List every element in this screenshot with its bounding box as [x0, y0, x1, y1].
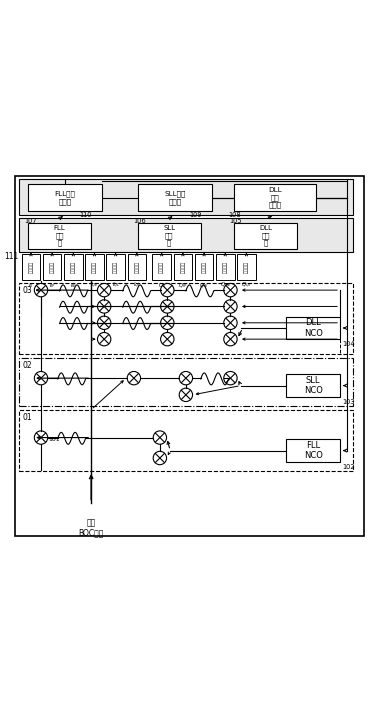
FancyBboxPatch shape: [19, 219, 353, 252]
Text: 101: 101: [49, 437, 60, 442]
Text: 积分清零: 积分清零: [29, 261, 33, 273]
Text: SLL
NCO: SLL NCO: [304, 376, 323, 395]
Text: FLL环路
滤波器: FLL环路 滤波器: [55, 190, 76, 205]
Text: $Q_{IE}$: $Q_{IE}$: [199, 281, 209, 290]
Text: $I_{QL}$: $I_{QL}$: [112, 281, 120, 290]
Text: 109: 109: [189, 212, 202, 218]
FancyBboxPatch shape: [28, 223, 91, 249]
Text: 111: 111: [4, 252, 18, 261]
FancyBboxPatch shape: [195, 254, 213, 280]
FancyBboxPatch shape: [127, 254, 146, 280]
Text: 积分清零: 积分清零: [244, 261, 249, 273]
Text: DLL
NCO: DLL NCO: [304, 319, 323, 338]
Text: DLL
鉴相
器: DLL 鉴相 器: [259, 225, 272, 246]
Text: 110: 110: [79, 212, 92, 218]
Text: FLL
NCO: FLL NCO: [304, 441, 323, 460]
FancyBboxPatch shape: [15, 176, 364, 536]
FancyBboxPatch shape: [234, 223, 297, 249]
FancyBboxPatch shape: [286, 317, 340, 339]
FancyBboxPatch shape: [216, 254, 235, 280]
Text: 积分清零: 积分清零: [113, 261, 118, 273]
Text: 03: 03: [23, 287, 32, 295]
FancyBboxPatch shape: [152, 254, 171, 280]
Text: $I_{QE}$: $I_{QE}$: [90, 281, 99, 290]
Text: 积分清零: 积分清零: [159, 261, 164, 273]
Text: $I_{QI}$: $I_{QI}$: [133, 281, 141, 290]
Text: $Q_{QI}$: $Q_{QI}$: [241, 281, 252, 290]
Text: $I_{IP}$: $I_{IP}$: [49, 281, 56, 290]
Text: SLL
鉴相
器: SLL 鉴相 器: [163, 225, 175, 246]
Text: 积分清零: 积分清零: [202, 261, 206, 273]
FancyBboxPatch shape: [174, 254, 192, 280]
Text: 积分清零: 积分清零: [92, 261, 97, 273]
Text: 积分清零: 积分清零: [180, 261, 185, 273]
FancyBboxPatch shape: [28, 184, 102, 211]
Text: $I_{II}$: $I_{II}$: [28, 281, 34, 290]
FancyBboxPatch shape: [286, 440, 340, 462]
Text: 102: 102: [342, 464, 355, 469]
Text: $I_{IE}$: $I_{IE}$: [70, 281, 77, 290]
FancyBboxPatch shape: [234, 184, 316, 211]
FancyBboxPatch shape: [22, 254, 40, 280]
Text: 积分清零: 积分清零: [134, 261, 139, 273]
Text: DLL
环路
滤波器: DLL 环路 滤波器: [268, 187, 282, 208]
Text: 积分清零: 积分清零: [50, 261, 55, 273]
Text: 108: 108: [228, 212, 241, 218]
FancyBboxPatch shape: [138, 184, 212, 211]
Text: 103: 103: [342, 399, 354, 404]
FancyBboxPatch shape: [85, 254, 104, 280]
Text: 104: 104: [342, 341, 355, 347]
Text: $Q_{QE}$: $Q_{QE}$: [220, 281, 231, 290]
FancyBboxPatch shape: [237, 254, 256, 280]
Text: $Q_{II}$: $Q_{II}$: [158, 281, 166, 290]
Text: SLL环路
滤波器: SLL环路 滤波器: [164, 190, 185, 205]
Text: $Q_{IP}$: $Q_{IP}$: [178, 281, 188, 290]
FancyBboxPatch shape: [106, 254, 125, 280]
Text: FLL
鉴频
器: FLL 鉴频 器: [54, 225, 65, 246]
FancyBboxPatch shape: [138, 223, 201, 249]
FancyBboxPatch shape: [286, 375, 340, 396]
FancyBboxPatch shape: [43, 254, 61, 280]
Text: 105: 105: [230, 217, 242, 224]
Text: 106: 106: [133, 217, 146, 224]
Text: 中频
BOC信号: 中频 BOC信号: [79, 518, 104, 537]
Text: 02: 02: [23, 360, 32, 370]
Text: 积分清零: 积分清零: [71, 261, 76, 273]
Text: 107: 107: [24, 217, 37, 224]
FancyBboxPatch shape: [64, 254, 83, 280]
FancyBboxPatch shape: [19, 179, 353, 215]
Text: 积分清零: 积分清零: [223, 261, 228, 273]
Text: 01: 01: [23, 413, 32, 422]
